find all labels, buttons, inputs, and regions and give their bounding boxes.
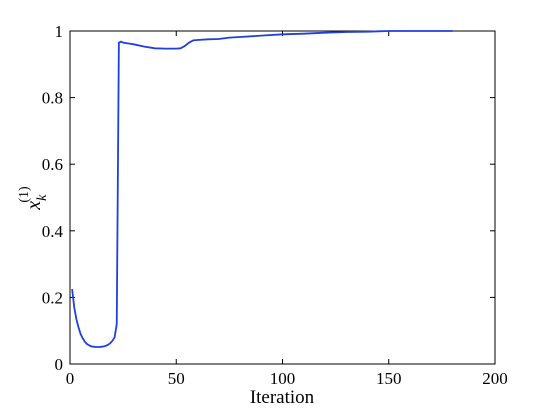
y-tick-label: 0.8 bbox=[42, 89, 63, 108]
x-axis-label: Iteration bbox=[250, 387, 315, 408]
y-tick-label: 0.2 bbox=[42, 288, 63, 307]
x-tick-label: 150 bbox=[376, 369, 402, 388]
y-tick-label: 1 bbox=[55, 22, 64, 41]
y-label-sup: (1) bbox=[17, 186, 32, 203]
data-line bbox=[71, 30, 453, 348]
x-tick-label: 100 bbox=[270, 369, 296, 388]
y-label-sub: k bbox=[35, 194, 50, 201]
x-tick-label: 200 bbox=[482, 369, 508, 388]
y-axis-label: xk(1) bbox=[17, 186, 50, 211]
plot-frame bbox=[69, 30, 496, 365]
y-tick-label: 0.6 bbox=[42, 155, 63, 174]
y-tick-label: 0.4 bbox=[42, 222, 64, 241]
y-tick-label: 0 bbox=[55, 355, 64, 374]
y-label-base: x bbox=[23, 201, 45, 211]
x-tick-label: 50 bbox=[168, 369, 185, 388]
x-tick-label: 0 bbox=[66, 369, 75, 388]
